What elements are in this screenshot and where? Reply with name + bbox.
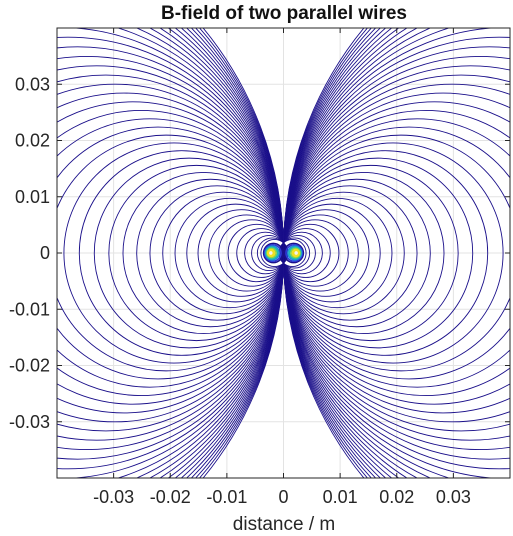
y-axis: 0.03 0.02 0.01 0 -0.01 -0.02 -0.03 — [9, 74, 510, 432]
x-axis-label: distance / m — [233, 514, 335, 535]
x-tick-label: -0.03 — [93, 487, 134, 507]
y-tick-label: 0.03 — [15, 74, 50, 94]
x-axis: -0.03 -0.02 -0.01 0 0.01 0.02 0.03 — [93, 28, 471, 507]
y-tick-label: -0.02 — [9, 356, 50, 376]
x-tick-label: 0 — [278, 487, 288, 507]
chart-title: B-field of two parallel wires — [161, 3, 407, 24]
contour-line — [292, 249, 300, 257]
contour-line — [283, 242, 305, 264]
contour-line — [267, 249, 275, 257]
contour-line — [285, 243, 304, 263]
y-tick-label: 0.02 — [15, 131, 50, 151]
y-tick-label: 0.01 — [15, 187, 50, 207]
contour-line — [262, 242, 284, 264]
contour-line — [263, 243, 282, 263]
x-tick-label: -0.02 — [150, 487, 191, 507]
x-tick-label: 0.01 — [323, 487, 358, 507]
x-tick-label: 0.02 — [379, 487, 414, 507]
y-tick-label: -0.03 — [9, 412, 50, 432]
x-tick-label: 0.03 — [436, 487, 471, 507]
y-tick-label: -0.01 — [9, 299, 50, 319]
x-tick-label: -0.01 — [206, 487, 247, 507]
y-tick-label: 0 — [40, 243, 50, 263]
